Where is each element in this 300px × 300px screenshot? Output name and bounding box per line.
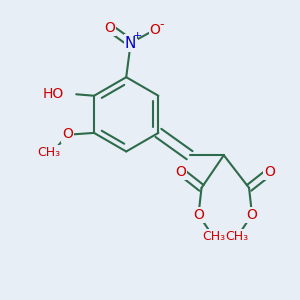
Text: O: O (193, 208, 204, 222)
Text: O: O (150, 22, 160, 37)
Text: CH₃: CH₃ (37, 146, 60, 159)
Text: +: + (133, 32, 142, 41)
Text: O: O (247, 208, 257, 222)
Text: O: O (104, 20, 115, 34)
Text: CH₃: CH₃ (202, 230, 225, 243)
Text: HO: HO (43, 87, 64, 101)
Text: -: - (160, 18, 164, 31)
Text: O: O (264, 164, 275, 178)
Text: O: O (175, 164, 186, 178)
Text: CH₃: CH₃ (226, 230, 249, 243)
Text: N: N (125, 35, 136, 50)
Text: O: O (62, 128, 73, 141)
